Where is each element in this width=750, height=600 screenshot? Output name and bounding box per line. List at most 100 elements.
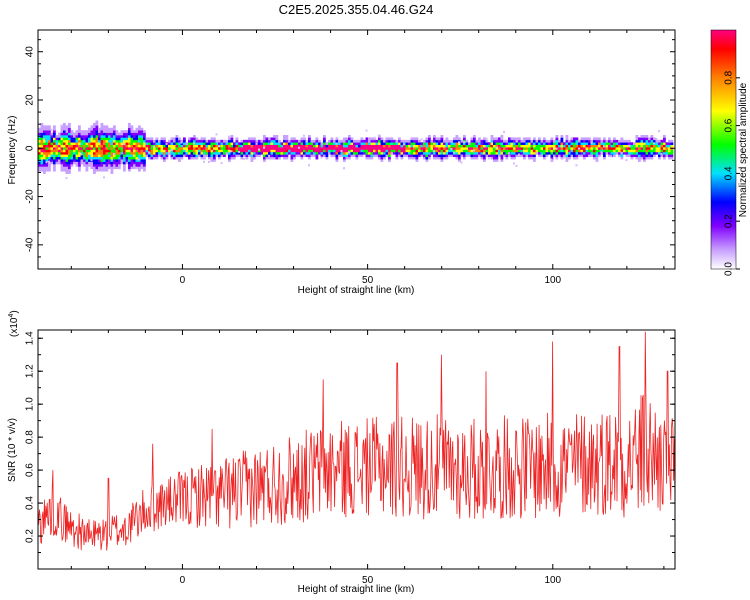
spectrogram-cell — [465, 142, 469, 145]
spectrogram-cell — [498, 147, 501, 150]
spectrogram-cell — [438, 142, 441, 145]
spectrogram-cell — [275, 144, 279, 148]
spectrogram-cell — [668, 151, 671, 155]
spectrogram-cell — [373, 151, 376, 155]
spectrogram-cell — [660, 147, 664, 150]
spectrogram-cell — [510, 149, 514, 153]
spectrogram-cell — [428, 147, 431, 150]
spectrogram-cell — [85, 130, 89, 133]
spectrogram-cell — [90, 135, 94, 138]
spectrogram-cell — [345, 139, 349, 143]
spectrogram-cell — [138, 139, 141, 143]
spectrogram-cell — [528, 156, 531, 160]
spectrogram-cell — [340, 142, 344, 145]
spectrogram-cell — [38, 166, 41, 170]
spectrogram-cell — [118, 163, 121, 167]
spectrogram-cell — [78, 137, 81, 141]
spectrogram-cell — [590, 151, 594, 155]
spectrogram-cell — [195, 151, 199, 155]
spectrogram-cell — [110, 168, 114, 172]
spectrogram-cell — [453, 137, 456, 141]
spectrogram-cell — [95, 120, 99, 124]
spectrogram-cell — [420, 144, 424, 148]
spectrogram-cell — [245, 144, 249, 148]
spectrogram-cell — [353, 147, 356, 150]
spectrogram-cell — [178, 156, 181, 160]
spectrogram-cell — [210, 154, 214, 158]
spectrogram-cell — [140, 132, 144, 136]
spectrogram-cell — [398, 154, 401, 158]
spectrogram-speck — [420, 138, 423, 141]
spectrogram-cell — [135, 156, 139, 160]
spectrogram-cell — [40, 144, 44, 148]
spectrogram-cell — [203, 156, 206, 160]
spectrogram-cell — [373, 144, 376, 148]
spectrogram-cell — [488, 154, 491, 158]
spectrogram-cell — [595, 142, 599, 145]
spectrogram-cell — [503, 154, 506, 158]
spectrogram-cell — [125, 154, 129, 158]
spectrogram-cell — [93, 163, 96, 167]
spectrogram-cell — [448, 142, 451, 145]
spectrogram-cell — [360, 147, 364, 150]
spectrogram-cell — [425, 147, 429, 150]
spectrogram-cell — [120, 135, 124, 138]
spectrogram-cell — [283, 147, 286, 150]
spectrogram-cell — [533, 142, 536, 145]
spectrogram-cell — [115, 163, 119, 167]
spectrogram-cell — [70, 130, 74, 133]
spectrogram-cell — [115, 142, 119, 145]
spectrogram-cell — [40, 127, 44, 131]
spectrogram-cell — [438, 154, 441, 158]
spectrogram-cell — [395, 149, 399, 153]
spectrogram-cell — [70, 156, 74, 160]
spectrogram-cell — [135, 151, 139, 155]
spectrogram-cell — [150, 154, 154, 158]
spectrogram-cell — [365, 142, 369, 145]
spectrogram-cell — [123, 147, 126, 150]
spectrogram-cell — [333, 151, 336, 155]
spectrogram-cell — [330, 139, 334, 143]
spectrogram-cell — [333, 139, 336, 143]
spectrogram-cell — [640, 149, 644, 153]
spectrogram-cell — [275, 137, 279, 141]
spectrogram-cell — [85, 168, 89, 172]
spectrogram-cell — [88, 163, 91, 167]
spectrogram-cell — [113, 132, 116, 136]
spectrogram-cell — [275, 151, 279, 155]
spectrogram-cell — [670, 142, 674, 145]
spectrogram-cell — [305, 142, 309, 145]
spectrogram-cell — [250, 151, 254, 155]
spectrogram-cell — [213, 139, 216, 143]
spectrogram-cell — [420, 149, 424, 153]
spectrogram-cell — [153, 147, 156, 150]
spectrogram-cell — [120, 137, 124, 141]
spectrogram-cell — [660, 139, 664, 143]
spectrogram-cell — [458, 156, 461, 160]
spectrogram-cell — [365, 151, 369, 155]
spectrogram-cell — [38, 163, 41, 167]
spectrogram-speck — [365, 129, 368, 132]
spectrogram-cell — [385, 142, 389, 145]
spectrogram-cell — [613, 144, 616, 148]
spectrogram-cell — [73, 159, 76, 162]
spectrogram-cell — [358, 151, 361, 155]
spectrogram-cell — [83, 139, 86, 143]
spectrogram-cell — [378, 154, 381, 158]
spectrogram-cell — [128, 156, 131, 160]
spectrogram-cell — [80, 132, 84, 136]
spectrogram-cell — [528, 137, 531, 141]
spectrogram-cell — [213, 144, 216, 148]
spectrogram-cell — [510, 151, 514, 155]
spectrogram-speck — [335, 142, 338, 145]
spectrogram-cell — [53, 166, 56, 170]
spectrogram-cell — [158, 142, 161, 145]
spectrogram-cell — [100, 163, 104, 167]
spectrogram-cell — [175, 149, 179, 153]
spectrogram-cell — [565, 144, 569, 148]
spectrogram-cell — [540, 149, 544, 153]
spectrogram-cell — [140, 163, 144, 167]
spectrogram-speck — [403, 143, 405, 146]
spectrogram-cell — [278, 142, 281, 145]
spectrogram-cell — [178, 142, 181, 145]
